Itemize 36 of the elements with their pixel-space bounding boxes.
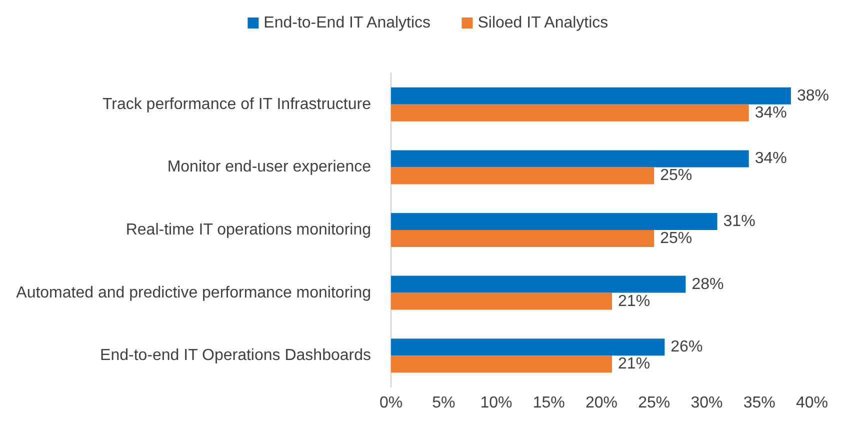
bar (391, 87, 791, 104)
x-tick-label: 0% (379, 394, 403, 412)
data-label: 31% (723, 213, 756, 230)
x-tick-label: 35% (743, 394, 776, 412)
bar (391, 356, 612, 373)
data-label: 28% (692, 276, 724, 293)
bar (391, 230, 654, 247)
x-tick-label: 40% (796, 394, 828, 412)
bar (391, 292, 612, 310)
legend-label: Siloed IT Analytics (478, 14, 608, 32)
x-tick-label: 20% (585, 394, 618, 412)
x-tick-label: 25% (638, 394, 670, 412)
bar (391, 150, 749, 168)
data-label: 38% (796, 87, 829, 104)
bar (391, 167, 654, 184)
data-label: 34% (754, 150, 787, 168)
data-label: 26% (670, 338, 703, 356)
y-tick-label: End-to-end IT Operations Dashboards (100, 347, 371, 364)
data-label: 21% (618, 292, 650, 310)
x-tick-label: 15% (532, 394, 565, 412)
x-tick-label: 10% (480, 394, 512, 412)
y-tick-label: Automated and predictive performance monitoring (16, 284, 371, 302)
data-label: 25% (660, 167, 692, 184)
data-label: 21% (618, 356, 650, 373)
y-tick-label: Monitor end-user experience (167, 158, 372, 176)
data-label: 25% (660, 230, 692, 247)
data-label: 34% (754, 104, 787, 122)
y-tick-label: Real-time IT operations monitoring (126, 222, 371, 238)
x-tick-label: 5% (432, 394, 456, 412)
bar (391, 276, 686, 293)
bar (391, 213, 718, 230)
x-tick-label: 30% (690, 394, 723, 412)
bar (391, 338, 665, 356)
y-tick-label: Track performance of IT Infrastructure (102, 96, 372, 113)
legend-label: End-to-End IT Analytics (264, 14, 431, 32)
bar (391, 104, 749, 122)
